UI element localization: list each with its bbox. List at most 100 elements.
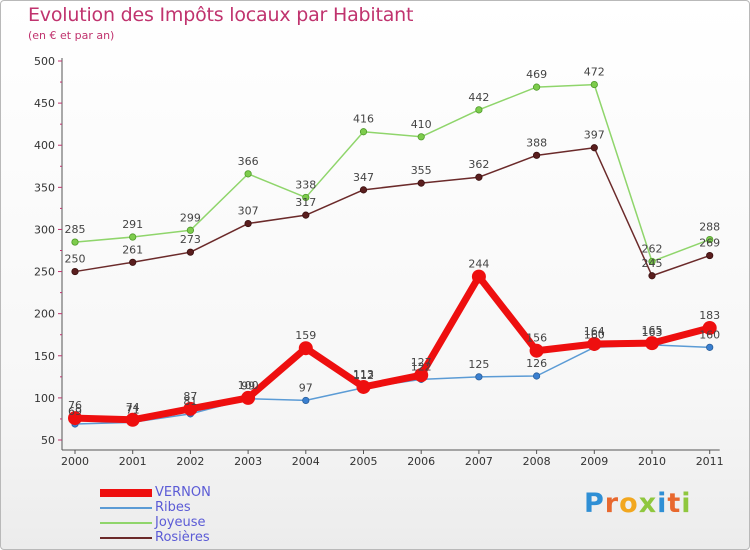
value-label-ribes: 97: [299, 381, 313, 394]
data-point-joyeuse: [648, 257, 656, 266]
legend: VERNON Ribes Joyeuse Rosières: [100, 485, 340, 545]
data-point-vernon: [356, 379, 371, 394]
data-point-joyeuse: [129, 233, 137, 241]
data-point-vernon: [241, 390, 256, 405]
value-label-ribes: 69: [68, 405, 82, 418]
value-label-rosieres: 362: [468, 158, 489, 171]
y-tick-label: 450: [34, 97, 55, 110]
data-point-vernon: [587, 336, 602, 351]
logo-letter: i: [681, 488, 692, 519]
value-label-joyeuse: 366: [238, 155, 259, 168]
data-point-vernon: [125, 412, 140, 427]
data-point-rosieres: [129, 258, 137, 266]
value-label-rosieres: 245: [642, 257, 663, 270]
chart-title: Evolution des Impôts locaux par Habitant: [28, 4, 414, 26]
value-label-vernon: 159: [295, 329, 316, 342]
data-point-rosieres: [71, 267, 79, 276]
data-point-rosieres: [417, 179, 425, 187]
y-tick-label: 350: [34, 181, 55, 194]
value-label-joyeuse: 285: [65, 223, 86, 236]
y-tick-label: 250: [34, 266, 55, 279]
x-tick-label: 2011: [696, 455, 724, 468]
legend-swatch-ribes: [100, 507, 152, 509]
data-point-vernon: [702, 320, 717, 335]
value-label-rosieres: 261: [122, 243, 143, 256]
data-point-joyeuse: [706, 235, 714, 244]
data-point-rosieres: [590, 144, 598, 152]
x-tick-label: 2004: [292, 455, 320, 468]
data-point-rosieres: [475, 173, 483, 181]
value-label-rosieres: 317: [295, 196, 316, 209]
data-point-joyeuse: [532, 83, 541, 91]
y-tick-label: 50: [41, 434, 55, 447]
y-tick-label: 100: [34, 392, 55, 405]
x-tick-label: 2005: [350, 455, 378, 468]
value-label-joyeuse: 442: [468, 91, 489, 104]
value-label-ribes: 71: [126, 403, 140, 416]
legend-item-vernon: VERNON: [100, 485, 340, 500]
data-point-vernon: [645, 336, 659, 351]
data-point-rosieres: [532, 151, 541, 159]
series-line-vernon: [74, 273, 711, 424]
value-label-ribes: 160: [584, 328, 605, 341]
data-point-ribes: [706, 343, 714, 351]
value-label-rosieres: 355: [411, 164, 432, 177]
x-tick-label: 2003: [234, 455, 262, 468]
y-tick-label: 150: [34, 350, 55, 363]
value-label-vernon: 165: [642, 324, 663, 337]
y-tick-label: 300: [34, 223, 55, 236]
data-point-joyeuse: [302, 193, 310, 202]
data-point-rosieres: [302, 211, 310, 219]
logo-letter: r: [604, 488, 620, 519]
data-point-vernon: [68, 411, 82, 426]
legend-swatch-vernon: [100, 489, 152, 497]
data-point-vernon: [298, 341, 313, 356]
data-point-ribes: [475, 373, 483, 381]
legend-label-ribes: Ribes: [155, 500, 191, 515]
value-label-vernon: 244: [468, 258, 489, 271]
y-tick-label: 500: [34, 55, 55, 68]
value-label-rosieres: 307: [238, 205, 259, 218]
value-label-vernon: 76: [68, 399, 82, 412]
chart-subtitle: (en € et par an): [28, 29, 115, 42]
legend-item-joyeuse: Joyeuse: [100, 515, 340, 530]
data-point-joyeuse: [244, 170, 252, 178]
logo-letter: x: [638, 488, 658, 519]
data-point-joyeuse: [359, 128, 368, 136]
data-point-rosieres: [648, 272, 656, 280]
logo-letter: o: [619, 488, 639, 519]
legend-swatch-rosieres: [100, 537, 152, 539]
data-point-rosieres: [706, 251, 714, 260]
x-tick-label: 2006: [407, 455, 435, 468]
data-point-ribes: [532, 372, 541, 380]
value-label-vernon: 164: [584, 325, 605, 338]
value-label-ribes: 122: [411, 360, 432, 373]
data-point-vernon: [414, 368, 429, 383]
value-label-vernon: 156: [526, 332, 547, 345]
value-label-ribes: 81: [183, 395, 197, 408]
data-point-vernon: [183, 401, 198, 416]
legend-label-rosieres: Rosières: [155, 530, 210, 545]
x-tick-label: 2008: [523, 455, 551, 468]
value-label-joyeuse: 299: [180, 211, 201, 224]
data-point-rosieres: [244, 219, 252, 228]
data-point-joyeuse: [71, 238, 79, 246]
data-point-vernon: [471, 269, 486, 284]
value-label-joyeuse: 262: [642, 242, 663, 255]
value-label-joyeuse: 416: [353, 113, 374, 126]
value-label-joyeuse: 291: [122, 218, 143, 231]
legend-item-rosieres: Rosières: [100, 530, 340, 545]
data-point-rosieres: [186, 248, 194, 256]
value-label-rosieres: 273: [180, 233, 201, 246]
value-label-rosieres: 250: [65, 253, 86, 266]
x-tick-label: 2007: [465, 455, 493, 468]
data-point-joyeuse: [590, 80, 598, 89]
data-point-joyeuse: [417, 133, 425, 141]
value-label-joyeuse: 338: [295, 178, 316, 191]
value-label-rosieres: 347: [353, 171, 374, 184]
value-label-joyeuse: 472: [584, 66, 605, 79]
value-label-vernon: 113: [353, 368, 374, 381]
value-label-joyeuse: 288: [699, 221, 720, 234]
value-label-ribes: 125: [468, 358, 489, 371]
